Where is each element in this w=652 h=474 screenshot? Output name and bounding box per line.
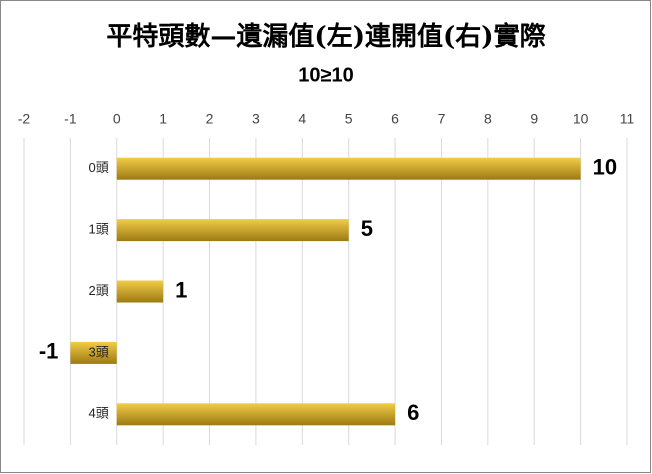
data-label: 5: [361, 216, 373, 241]
chart-title: 平特頭數—遺漏值(左)連開值(右)實際: [106, 21, 545, 52]
x-tick-label: 3: [252, 111, 260, 127]
x-tick-label: 5: [345, 111, 353, 127]
y-tick-label: 2頭: [89, 283, 109, 298]
data-label: 1: [175, 277, 187, 302]
x-tick-label: 4: [298, 111, 306, 127]
x-tick-label: 10: [573, 111, 589, 127]
x-tick-label: 7: [438, 111, 446, 127]
bar: [116, 403, 396, 426]
bar: [116, 157, 581, 180]
x-tick-label: 0: [113, 111, 121, 127]
y-tick-label: 1頭: [89, 222, 109, 237]
data-label: 10: [593, 155, 617, 180]
y-tick-label: 0頭: [89, 160, 109, 175]
data-label: -1: [39, 339, 59, 364]
x-tick-label: 8: [484, 111, 492, 127]
y-tick-label: 4頭: [89, 406, 109, 421]
x-tick-label: 1: [159, 111, 167, 127]
bar: [116, 280, 164, 303]
x-tick-label: 6: [391, 111, 399, 127]
x-tick-label: -1: [64, 111, 77, 127]
bar: [70, 341, 117, 364]
x-tick-label: -2: [18, 111, 31, 127]
bar: [116, 219, 349, 242]
chart-subtitle: 10≥10: [298, 64, 353, 86]
x-tick-label: 9: [530, 111, 538, 127]
data-label: 6: [407, 400, 419, 425]
x-tick-label: 2: [206, 111, 214, 127]
x-tick-label: 11: [620, 111, 635, 127]
y-tick-label: 3頭: [89, 344, 109, 359]
